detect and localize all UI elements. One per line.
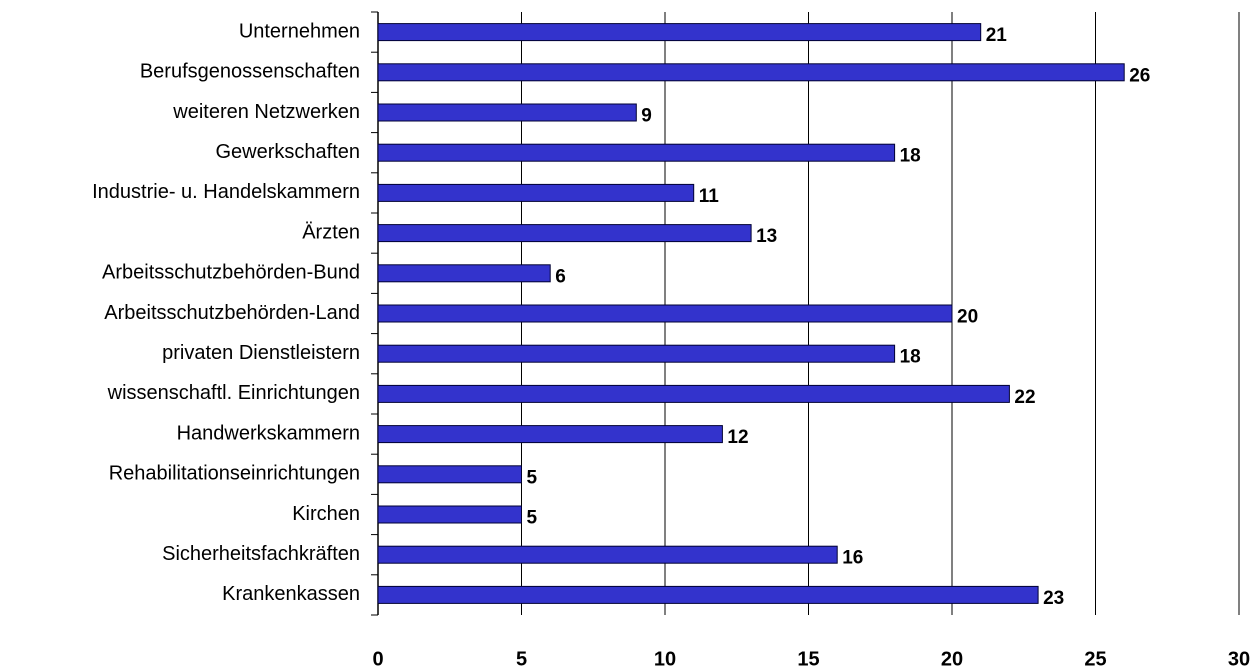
x-tick-label: 20 xyxy=(941,648,963,666)
y-tick-label: wissenschaftl. Einrichtungen xyxy=(107,382,360,404)
bar xyxy=(377,23,982,42)
bar xyxy=(377,143,896,162)
x-tick-label: 15 xyxy=(797,648,819,666)
y-tick-label: privaten Dienstleistern xyxy=(162,342,360,364)
value-label: 12 xyxy=(727,427,748,448)
bar xyxy=(377,103,637,122)
y-tick-label: Berufsgenossenschaften xyxy=(140,61,360,83)
value-label: 20 xyxy=(957,307,978,328)
x-tick-label: 30 xyxy=(1228,648,1250,666)
value-label: 11 xyxy=(699,186,720,207)
y-tick-label: Ärzten xyxy=(302,221,360,243)
bar xyxy=(377,224,752,243)
value-label: 16 xyxy=(842,548,863,569)
x-tick-label: 10 xyxy=(654,648,676,666)
bar xyxy=(377,425,723,444)
bar xyxy=(377,505,522,524)
y-tick-label: Rehabilitationseinrichtungen xyxy=(109,463,360,485)
value-label: 26 xyxy=(1129,65,1150,86)
value-label: 23 xyxy=(1043,588,1064,609)
y-tick-label: Handwerkskammern xyxy=(177,422,360,444)
value-label: 22 xyxy=(1014,387,1035,408)
y-tick-label: Gewerkschaften xyxy=(215,141,360,163)
bar xyxy=(377,183,695,202)
bar xyxy=(377,384,1010,403)
value-label: 6 xyxy=(555,266,566,287)
value-label: 5 xyxy=(527,508,538,529)
x-tick-label: 25 xyxy=(1084,648,1106,666)
x-tick-label: 0 xyxy=(372,648,383,666)
y-tick-label: weiteren Netzwerken xyxy=(172,101,360,123)
bar xyxy=(377,304,953,323)
bar xyxy=(377,63,1125,82)
y-tick-label: Krankenkassen xyxy=(222,583,360,605)
y-tick-label: Industrie- u. Handelskammern xyxy=(92,181,360,203)
x-tick-label: 5 xyxy=(516,648,527,666)
y-tick-label: Sicherheitsfachkräften xyxy=(162,543,360,565)
bar xyxy=(377,545,838,564)
value-label: 5 xyxy=(527,467,538,488)
value-label: 13 xyxy=(756,226,777,247)
y-tick-label: Kirchen xyxy=(292,503,360,525)
bar xyxy=(377,585,1039,604)
y-tick-label: Arbeitsschutzbehörden-Land xyxy=(104,302,360,324)
y-tick-label: Arbeitsschutzbehörden-Bund xyxy=(102,262,360,284)
value-label: 21 xyxy=(986,25,1008,46)
value-label: 18 xyxy=(900,146,921,167)
bar xyxy=(377,264,551,283)
y-tick-label: Unternehmen xyxy=(239,20,360,42)
bar xyxy=(377,465,522,484)
value-label: 9 xyxy=(641,106,652,127)
value-label: 18 xyxy=(900,347,921,368)
bar xyxy=(377,344,896,363)
